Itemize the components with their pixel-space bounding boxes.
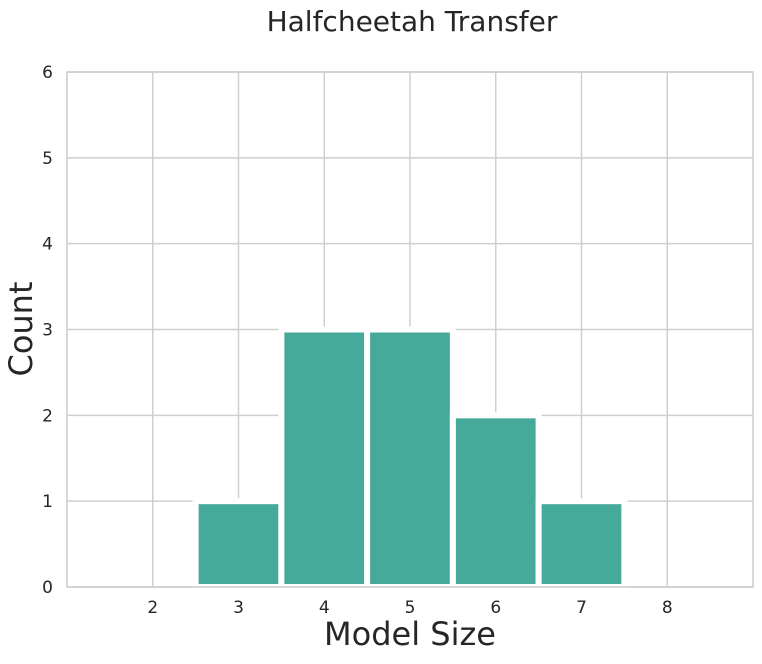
- y-tick-label: 0: [42, 578, 53, 598]
- y-tick-label: 6: [42, 63, 53, 83]
- x-tick-label: 6: [490, 598, 501, 618]
- bars: [192, 326, 628, 591]
- y-tick-label: 1: [42, 492, 53, 512]
- x-axis-label: Model Size: [324, 615, 496, 653]
- y-tick-label: 5: [42, 149, 53, 169]
- y-tick-labels: 0 1 2 3 4 5 6: [42, 63, 53, 598]
- x-tick-label: 8: [662, 598, 673, 618]
- x-tick-label: 5: [405, 598, 416, 618]
- bar-3: [192, 498, 285, 590]
- plot-frame: [66, 71, 754, 588]
- bar-7: [535, 498, 628, 590]
- x-tick-label: 7: [576, 598, 587, 618]
- x-tick-label: 4: [319, 598, 330, 618]
- y-tick-label: 3: [42, 321, 53, 341]
- x-tick-label: 2: [147, 598, 158, 618]
- chart-title: Halfcheetah Transfer: [267, 5, 558, 38]
- x-tick-labels: 2 3 4 5 6 7 8: [147, 598, 672, 618]
- y-tick-label: 2: [42, 406, 53, 426]
- x-tick-label: 3: [233, 598, 244, 618]
- bar-4: [278, 326, 371, 590]
- bar-6: [449, 412, 542, 591]
- bar-5: [364, 326, 456, 590]
- y-axis-label: Count: [2, 281, 40, 376]
- y-tick-label: 4: [42, 235, 53, 255]
